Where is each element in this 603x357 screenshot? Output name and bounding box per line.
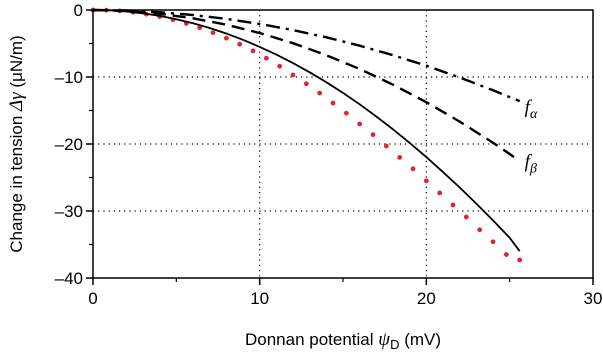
- data-point: [410, 166, 416, 172]
- data-point: [303, 81, 309, 87]
- data-point: [290, 72, 296, 78]
- data-point: [490, 239, 496, 245]
- x-axis-title-symbol: ψ: [378, 329, 391, 350]
- x-tick-label: 20: [417, 289, 436, 308]
- x-tick-label: 0: [88, 289, 97, 308]
- data-point: [423, 178, 429, 184]
- x-tick-label: 30: [584, 289, 603, 308]
- y-tick-label: –30: [55, 202, 83, 221]
- data-point: [383, 143, 389, 149]
- y-tick-label: –10: [55, 68, 83, 87]
- annotations: fα fβ: [525, 97, 538, 176]
- series-layer: [90, 7, 523, 263]
- data-point: [317, 90, 323, 96]
- data-point: [503, 252, 509, 257]
- grid-lines: [93, 10, 593, 278]
- data-point: [437, 190, 443, 196]
- data-point: [210, 30, 216, 36]
- data-point: [197, 25, 203, 31]
- y-axis-title-prefix: Change in tension: [7, 111, 26, 253]
- data-point: [397, 155, 403, 160]
- data-point: [223, 35, 229, 41]
- ticks: 0 10 20 30 0 –10 –20 –30 –40: [55, 1, 603, 308]
- data-point: [370, 132, 376, 138]
- series-line-solid: [92, 9, 521, 252]
- x-axis-title-suffix: (mV): [399, 330, 441, 349]
- x-tick-label: 10: [250, 289, 269, 308]
- y-axis-title-suffix: (μN/m): [7, 35, 26, 92]
- series-line-dashdot: [92, 8, 521, 103]
- data-point: [343, 110, 349, 116]
- data-point: [450, 202, 456, 208]
- y-tick-label: –20: [55, 135, 83, 154]
- data-point: [477, 227, 483, 233]
- data-point: [250, 48, 256, 54]
- data-point: [517, 257, 523, 263]
- curve-label-f-α: fα: [525, 97, 538, 122]
- y-axis-title-symbol: Δγ: [6, 92, 27, 112]
- data-point: [330, 100, 336, 106]
- data-point: [463, 214, 469, 220]
- data-point: [277, 63, 283, 69]
- series-line-dashed: [92, 8, 521, 162]
- data-point: [357, 121, 363, 127]
- data-point: [263, 55, 269, 61]
- x-axis-title-prefix: Donnan potential: [245, 330, 378, 349]
- x-axis-title: Donnan potential ψD (mV): [245, 329, 441, 352]
- curve-label-f-β: fβ: [525, 151, 537, 176]
- y-tick-label: –40: [55, 269, 83, 288]
- x-axis-title-subscript: D: [390, 337, 399, 352]
- y-axis-title: Change in tension Δγ (μN/m): [6, 35, 27, 252]
- y-tick-label: 0: [74, 1, 83, 20]
- data-point: [237, 41, 243, 47]
- series-red-dots: [90, 7, 523, 263]
